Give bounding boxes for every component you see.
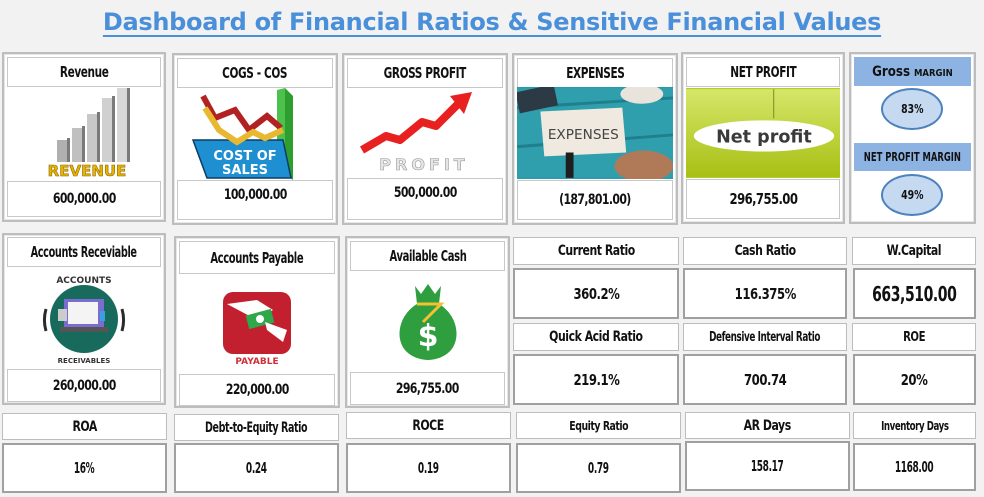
expenses-value: (187,801.00) [517,180,673,220]
debt-to-equity-label: Debt-to-Equity Ratio [174,414,339,441]
cash-ratio-label: Cash Ratio [683,237,847,265]
available-cash-label: Available Cash [350,241,505,271]
working-capital-label: W.Capital [852,237,976,265]
svg-text:RECEIVABLES: RECEIVABLES [58,357,111,365]
accounts-payable-image: PAYABLE [179,276,335,376]
svg-text:PROFIT: PROFIT [379,155,468,174]
roe-label: ROE [852,323,976,351]
accounts-payable-card: Accounts Payable PAYABLE 220,000.00 [174,236,340,408]
profit-arrow-image: PROFIT [347,88,503,180]
defensive-interval-ratio-value: 700.74 [683,354,847,405]
svg-text:COST OF: COST OF [213,149,276,164]
accounts-receivable-label: Accounts Receviable [7,237,161,267]
revenue-card: Revenue REVENUE 600,000.00 [2,52,166,222]
roa-value: 16% [2,443,167,493]
gross-profit-card: GROSS PROFIT PROFIT 500,000.00 [342,53,508,225]
revenue-bar-chart-image: REVENUE [7,88,161,180]
svg-text:REVENUE: REVENUE [48,162,127,180]
revenue-value: 600,000.00 [7,181,161,217]
ar-days-value: 158.17 [685,441,850,491]
svg-text:EXPENSES: EXPENSES [548,127,619,143]
svg-text:PAYABLE: PAYABLE [235,357,278,366]
net-profit-card: NET PROFIT Net profit 296,755.00 [681,52,845,224]
quick-acid-ratio-label: Quick Acid Ratio [513,323,679,351]
accounts-receivable-image: ACCOUNTS RECEIVABLES [7,269,161,369]
working-capital-value: 663,510.00 [853,268,976,319]
expenses-photo-image: EXPENSES [517,87,673,179]
expenses-label: EXPENSES [517,58,673,88]
gross-profit-value: 500,000.00 [347,178,503,220]
cogs-label: COGS - COS [177,58,333,88]
margins-card: Gross MARGIN 83% NET PROFIT MARGIN 49% [849,52,976,224]
accounts-payable-label: Accounts Payable [179,241,335,274]
inventory-days-value: 1168.00 [853,443,976,491]
gross-profit-label: GROSS PROFIT [347,58,503,88]
accounts-receivable-value: 260,000.00 [7,369,161,402]
svg-text:ACCOUNTS: ACCOUNTS [56,276,111,286]
accounts-payable-value: 220,000.00 [179,374,335,406]
net-profit-margin-value: 49% [881,174,943,216]
dashboard-title-text: Dashboard of Financial Ratios & Sensitiv… [102,8,882,36]
current-ratio-value: 360.2% [513,268,679,319]
dashboard-title: Dashboard of Financial Ratios & Sensitiv… [0,8,984,36]
net-profit-label: NET PROFIT [686,57,840,87]
quick-acid-ratio-value: 219.1% [513,354,679,405]
equity-ratio-value: 0.79 [516,443,681,493]
expenses-card: EXPENSES EXPENSES (187,801.00) [512,53,678,225]
svg-text:Net profit: Net profit [716,128,812,148]
roce-label: ROCE [346,412,511,439]
cash-ratio-value: 116.375% [683,268,847,319]
roe-value: 20% [853,354,976,405]
net-profit-margin-label: NET PROFIT MARGIN [854,143,971,171]
ar-days-label: AR Days [685,412,850,439]
cogs-value: 100,000.00 [177,180,333,220]
svg-text:$: $ [417,319,438,354]
accounts-receivable-card: Accounts Receviable ACCOUNTS RECEIVABLES… [2,233,166,405]
net-profit-cloud-image: Net profit [686,88,840,178]
equity-ratio-label: Equity Ratio [516,412,681,439]
defensive-interval-ratio-label: Defensive Interval Ratio [683,323,847,351]
svg-text:SALES: SALES [222,163,268,178]
gross-margin-value: 83% [881,88,943,130]
revenue-label: Revenue [7,57,161,87]
inventory-days-label: Inventory Days [853,412,976,439]
available-cash-value: 296,755.00 [350,372,505,405]
roce-value: 0.19 [346,443,511,493]
debt-to-equity-value: 0.24 [174,443,339,493]
available-cash-card: Available Cash $ 296,755.00 [345,236,510,408]
cost-of-sales-chart-image: COST OF SALES [177,88,333,180]
gross-margin-label: Gross MARGIN [854,57,971,86]
current-ratio-label: Current Ratio [513,237,679,265]
net-profit-value: 296,755.00 [686,179,840,219]
money-bag-image: $ [350,273,505,373]
cogs-card: COGS - COS COST OF SALES 100,000.00 [172,53,338,225]
roa-label: ROA [2,413,167,440]
